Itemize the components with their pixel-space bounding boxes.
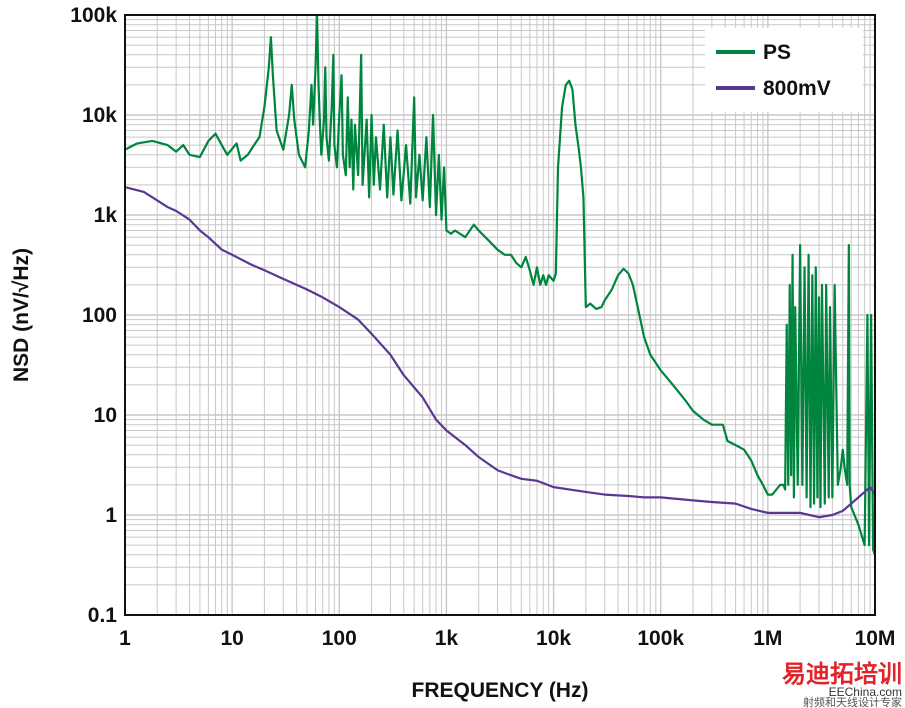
y-tick-label: 1 (105, 504, 117, 527)
y-tick-label: 100k (70, 4, 117, 27)
x-tick-label: 100 (322, 627, 357, 650)
legend: PS 800mV (705, 28, 863, 112)
plot-frame (124, 14, 876, 616)
series-line-800mv (124, 186, 876, 519)
x-axis-title: FREQUENCY (Hz) (412, 679, 589, 702)
y-tick-label: 1k (94, 204, 118, 227)
watermark-site: EEChina.com (829, 685, 902, 699)
x-tick-label: 1 (119, 627, 131, 650)
legend-box (705, 28, 863, 112)
legend-label-800mv: 800mV (763, 77, 831, 100)
x-tick-labels: 1 10 100 1k 10k 100k 1M 10M (119, 627, 895, 650)
y-tick-label: 10k (82, 104, 117, 127)
x-tick-label: 10 (220, 627, 243, 650)
x-tick-label: 1M (753, 627, 782, 650)
x-tick-label: 10k (536, 627, 571, 650)
watermark-title: 易迪拓培训 (782, 660, 902, 688)
y-tick-label: 10 (94, 404, 117, 427)
watermark: 易迪拓培训 EEChina.com 射频和天线设计专家 (782, 660, 902, 708)
y-tick-label: 100 (82, 304, 117, 327)
series-layer (124, 13, 877, 556)
series-line-ps (124, 13, 877, 556)
y-tick-label: 0.1 (88, 604, 118, 627)
plot-grid (124, 15, 875, 616)
watermark-subtitle: 射频和天线设计专家 (803, 695, 902, 708)
y-axis-title: NSD (nV/√Hz) (10, 248, 33, 382)
x-tick-label: 1k (435, 627, 459, 650)
legend-label-ps: PS (763, 41, 791, 64)
y-tick-labels: 0.1 1 10 100 1k 10k 100k (70, 4, 117, 627)
x-tick-label: 100k (637, 627, 684, 650)
x-tick-label: 10M (855, 627, 896, 650)
